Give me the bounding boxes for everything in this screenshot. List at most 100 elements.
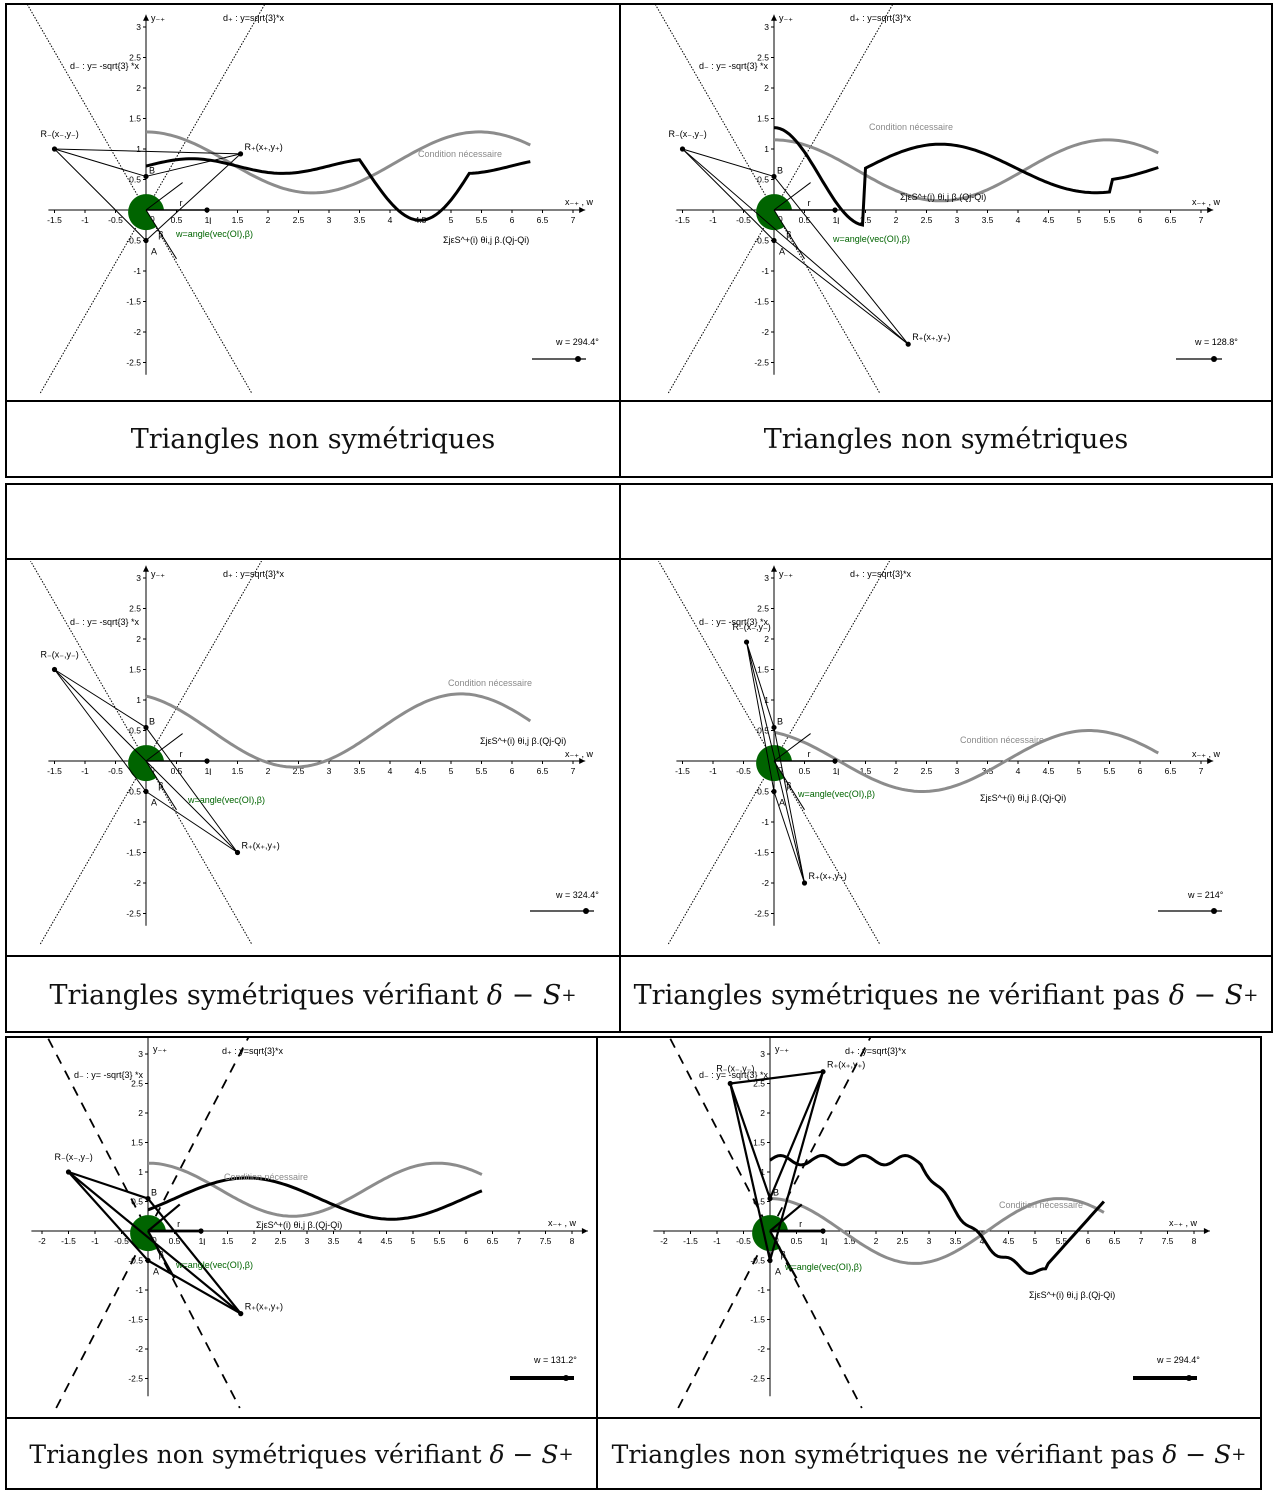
vector-beta-t (145, 733, 183, 762)
vector-beta-t (147, 1203, 181, 1232)
point-a (145, 1257, 151, 1264)
y-tick-label: -0.5 (754, 787, 769, 797)
curve-sum (773, 126, 1159, 227)
curve-sum (147, 1176, 483, 1221)
segment-r-minus-a (54, 148, 147, 241)
angle-sector (756, 745, 792, 782)
x-tick-label: 0 (150, 214, 155, 224)
segment-r-minus-b (54, 669, 147, 728)
vector-beta (773, 760, 805, 811)
x-tick-label: 7.5 (540, 1236, 552, 1246)
x-tick-label: 7 (1199, 766, 1204, 776)
y-tick-label: -2.5 (754, 358, 769, 368)
x-tick-label: 2 (266, 215, 271, 225)
caption-text: Triangles non symétriques (130, 424, 496, 455)
segment-r-plus-b (145, 153, 241, 177)
y-tick-label: 0.5 (129, 175, 141, 185)
label-y-axis: y₋₊ (153, 1044, 167, 1054)
label-r-plus: R₊(x₊,y₊) (809, 871, 847, 881)
figure-panel-1: -1.5 -1 -0.5 0.5 1 1.5 2 2.5 3 3.5 4 4.5 5 5.5 6 6.5 7 0 3… (8, 5, 618, 399)
y-tick-label: -1 (133, 266, 141, 276)
y-tick-label: -2 (133, 878, 141, 888)
table-top-row-divider (5, 400, 1273, 402)
x-tick-label: 2.5 (293, 766, 305, 776)
y-tick-label: 2.5 (129, 604, 141, 614)
label-b: B (777, 716, 783, 726)
label-r: r (808, 749, 811, 759)
label-a: A (151, 798, 157, 808)
x-tick-label: 6 (510, 766, 515, 776)
line-d-minus (27, 5, 253, 394)
x-tick-label: 4.5 (1003, 1236, 1015, 1246)
x-tick-label: 3 (327, 766, 332, 776)
label-condition: Condition nécessaire (960, 735, 1044, 745)
caption-text: Triangles non symétriques vérifiant (29, 1439, 490, 1469)
diagram-svg: -1.5 -1 -0.5 0.5 1 1.5 2 2.5 3 3.5 4 4.5 5 5.5 6 6.5 703… (27, 5, 599, 394)
y-tick-label: 2 (136, 83, 141, 93)
label-r-minus: R₋(x₋,y₋) (733, 622, 771, 632)
y-tick-label: 2 (760, 1108, 765, 1118)
x-tick-label: 3.5 (982, 215, 994, 225)
table-middle-row-divider-2 (5, 955, 1273, 957)
x-tick-label: 8 (570, 1236, 575, 1246)
label-w-angle: w=angle(vec(OI),β) (175, 229, 253, 239)
segment-r-plus-b (768, 1071, 825, 1199)
slider-knob (1186, 1375, 1192, 1381)
y-tick-label: -2 (133, 327, 141, 337)
x-tick-label: 5 (1077, 215, 1082, 225)
label-r-minus: R₋(x₋,y₋) (669, 129, 707, 139)
y-tick-label: 0.5 (129, 726, 141, 736)
label-b: B (773, 1188, 779, 1198)
caption-panel-6: Triangles non symétriques ne vérifiant p… (598, 1420, 1260, 1488)
y-tick-label: -2 (135, 1344, 143, 1354)
y-tick-label: 0.5 (131, 1197, 143, 1207)
x-tick-label: 1 (205, 766, 210, 776)
y-tick-label: 0.5 (753, 1197, 765, 1207)
slider-knob (575, 356, 581, 362)
table-middle-row-divider-1 (5, 558, 1273, 560)
point-i (820, 1228, 826, 1234)
segment-r-minus-b (746, 641, 775, 728)
caption-sup: + (1243, 984, 1259, 1006)
y-tick-label: -1.5 (128, 1315, 143, 1325)
x-tick-label: 4 (388, 215, 393, 225)
y-tick-label: 1.5 (757, 665, 769, 675)
curve-condition-necessaire (145, 130, 531, 195)
label-d-plus: d₊ : y=sqrt{3}*x (223, 569, 285, 579)
segment-r-minus-a (682, 148, 775, 241)
slider-label: w = 131.2° (533, 1355, 577, 1365)
label-d-minus: d₋ : y= -sqrt{3} *x (699, 617, 769, 627)
label-condition: Condition nécessaire (999, 1200, 1083, 1210)
label-d-minus: d₋ : y= -sqrt{3} *x (74, 1070, 144, 1080)
x-tick-label: -1.5 (47, 766, 62, 776)
x-tick-label: 1 (821, 1236, 826, 1246)
point-a (143, 788, 149, 795)
label-beta: β (159, 1250, 164, 1260)
x-tick-label: 3.5 (950, 1236, 962, 1246)
vector-beta (145, 209, 177, 260)
line-d-minus (46, 1038, 241, 1409)
x-tick-label: 3 (955, 766, 960, 776)
label-sum: ΣjεS^+(i) θi,j β.(Qj-Qi) (256, 1220, 342, 1230)
x-tick-label: 5 (449, 215, 454, 225)
x-tick-label: 0.5 (169, 1236, 181, 1246)
y-tick-label: -2.5 (128, 1374, 143, 1384)
x-tick-label: 5 (411, 1236, 416, 1246)
label-r-plus: R₊(x₊,y₊) (245, 1302, 283, 1312)
vector-beta-t (145, 182, 183, 211)
segment-r-plus-a (773, 791, 805, 884)
label-d-plus: d₊ : y=sqrt{3}*x (850, 569, 912, 579)
y-tick-label: -0.5 (750, 1256, 765, 1266)
x-tick-label: 7 (1199, 215, 1204, 225)
x-tick-label: -0.5 (108, 766, 123, 776)
table-bottom-row-divider (5, 1417, 1262, 1419)
segment-r-plus-b (145, 727, 238, 853)
x-tick-label: 7 (571, 215, 576, 225)
y-tick-label: -2 (761, 327, 769, 337)
label-beta: β (158, 229, 163, 239)
point-i (832, 758, 838, 764)
label-d-plus: d₊ : y=sqrt{3}*x (845, 1046, 907, 1056)
x-tick-label: 1.5 (232, 766, 244, 776)
angle-sector (128, 745, 164, 782)
y-tick-label: 1 (764, 144, 769, 154)
